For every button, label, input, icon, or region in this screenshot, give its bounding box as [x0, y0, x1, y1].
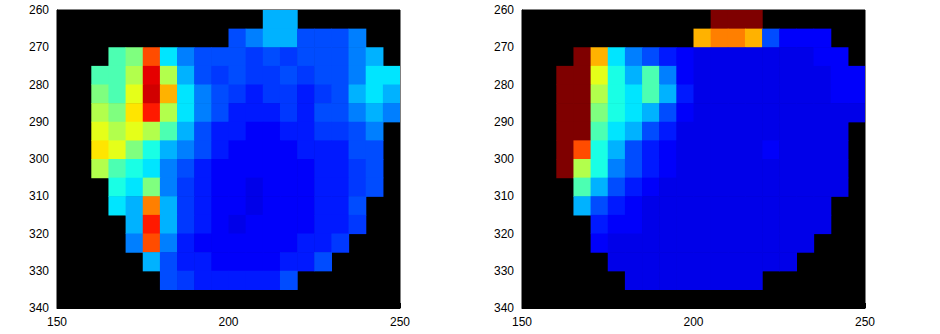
svg-text:300: 300 — [494, 152, 514, 166]
svg-text:320: 320 — [29, 227, 49, 241]
svg-text:310: 310 — [29, 189, 49, 203]
svg-text:270: 270 — [29, 40, 49, 54]
svg-text:200: 200 — [683, 315, 703, 329]
svg-text:260: 260 — [494, 3, 514, 17]
svg-text:250: 250 — [855, 315, 875, 329]
svg-text:200: 200 — [218, 315, 238, 329]
svg-text:300: 300 — [29, 152, 49, 166]
svg-text:150: 150 — [47, 315, 67, 329]
svg-text:330: 330 — [29, 264, 49, 278]
svg-text:250: 250 — [390, 315, 410, 329]
svg-text:280: 280 — [494, 78, 514, 92]
svg-text:280: 280 — [29, 78, 49, 92]
svg-text:260: 260 — [29, 3, 49, 17]
svg-text:290: 290 — [29, 115, 49, 129]
svg-text:330: 330 — [494, 264, 514, 278]
svg-text:340: 340 — [494, 301, 514, 315]
svg-text:310: 310 — [494, 189, 514, 203]
svg-text:320: 320 — [494, 227, 514, 241]
svg-text:290: 290 — [494, 115, 514, 129]
svg-text:340: 340 — [29, 301, 49, 315]
svg-text:150: 150 — [512, 315, 532, 329]
svg-text:270: 270 — [494, 40, 514, 54]
